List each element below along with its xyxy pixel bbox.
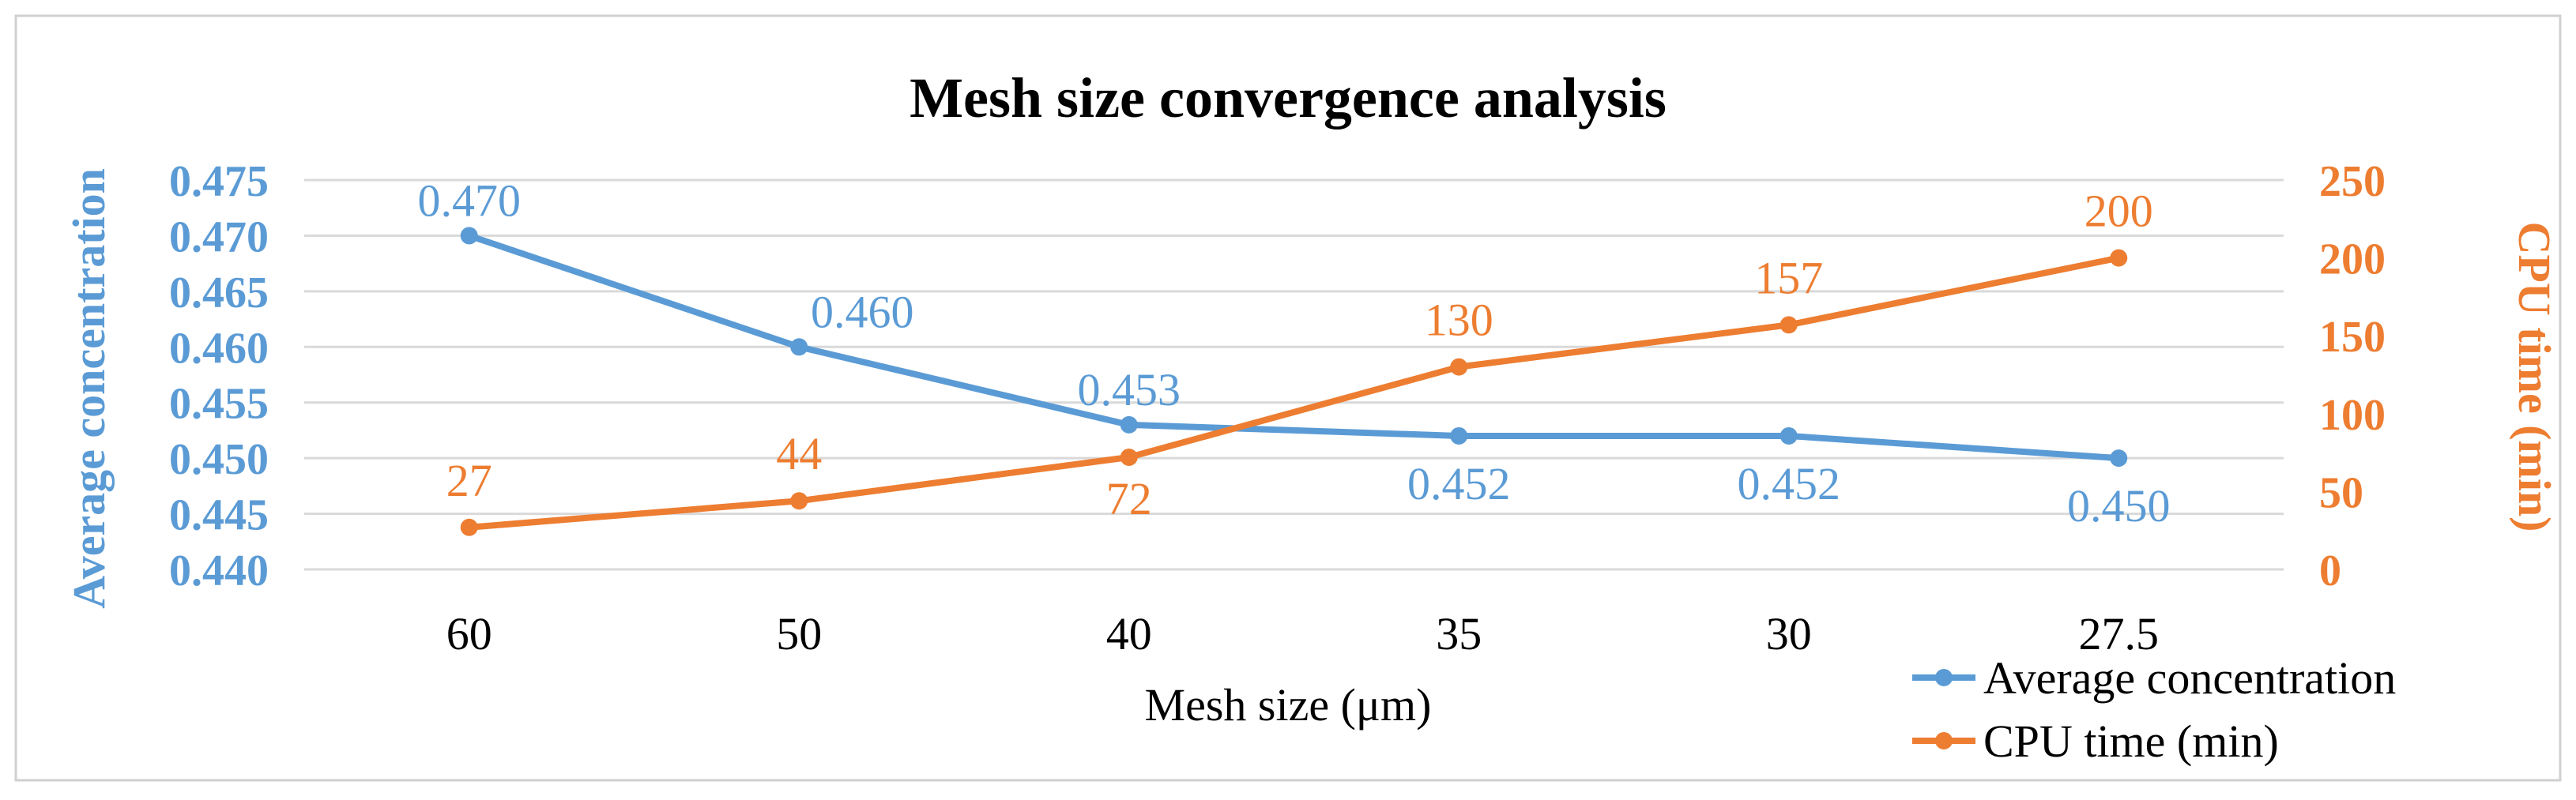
right-axis-label: CPU time (min) [2509,221,2560,531]
legend-item-cpu-time: CPU time (min) [1912,715,2279,767]
data-point-cpu-time-min [1120,449,1138,467]
left-tick-label: 0.455 [169,380,269,429]
data-point-cpu-time-min [1450,358,1468,376]
data-point-average-concentration [2110,449,2128,468]
series-layer [460,227,2128,536]
data-label-cpu-time: 157 [1754,252,1823,303]
right-tick-label: 250 [2319,157,2386,206]
data-labels: 0.470 0.460 0.453 0.452 0.452 0.450 27 44 72 130 1… [418,175,2171,531]
x-tick-label: 50 [776,608,822,659]
data-label-average-concentration: 0.450 [2067,480,2171,531]
data-label-cpu-time: 44 [776,428,822,479]
data-label-average-concentration: 0.452 [1407,458,1511,509]
right-tick-label: 200 [2319,235,2386,284]
legend-item-average-concentration: Average concentration [1912,652,2396,704]
series-line-average-concentration [465,232,2122,462]
data-point-average-concentration [1450,426,1468,445]
data-label-average-concentration: 0.470 [418,175,522,226]
left-tick-label: 0.440 [169,546,269,595]
data-point-cpu-time-min [790,492,808,510]
series-line-cpu-time-min [465,254,2122,531]
left-axis-ticks: 0.440 0.445 0.450 0.455 0.460 0.465 0.470 0.475 [169,157,269,595]
x-tick-label: 30 [1766,608,1812,659]
left-axis-label: Average concentration [63,168,115,609]
chart-border [14,14,2562,782]
data-label-cpu-time: 27 [446,455,492,506]
x-axis-label: Mesh size (μm) [1145,679,1432,731]
right-axis-ticks: 0 50 100 150 200 250 [2319,157,2386,595]
data-point-average-concentration [460,227,478,245]
left-tick-label: 0.465 [169,269,269,317]
x-tick-label: 60 [446,608,492,659]
data-point-average-concentration [1120,415,1138,434]
right-tick-label: 0 [2319,546,2341,595]
legend-marker-cpu-time [1935,732,1953,749]
data-point-cpu-time-min [1779,316,1798,334]
legend: Average concentration CPU time (min) [1912,652,2396,767]
right-tick-label: 100 [2319,391,2386,440]
right-tick-label: 50 [2319,468,2363,517]
x-tick-label: 40 [1106,608,1152,659]
left-tick-label: 0.475 [169,157,269,206]
data-label-cpu-time: 72 [1106,473,1152,524]
right-tick-label: 150 [2319,313,2386,362]
data-point-cpu-time-min [2110,249,2128,267]
left-tick-label: 0.445 [169,491,269,540]
x-tick-label: 27.5 [2079,608,2160,659]
data-point-average-concentration [1779,426,1798,445]
data-label-average-concentration: 0.460 [811,286,914,337]
data-label-average-concentration: 0.452 [1738,458,1841,509]
data-label-cpu-time: 200 [2085,186,2153,237]
x-tick-label: 35 [1436,608,1482,659]
data-label-cpu-time: 130 [1425,295,1493,346]
chart-title: Mesh size convergence analysis [910,66,1666,130]
legend-label-cpu-time: CPU time (min) [1983,715,2279,767]
x-axis-ticks: 60 50 40 35 30 27.5 [446,608,2159,659]
left-tick-label: 0.470 [169,212,269,261]
legend-label-average-concentration: Average concentration [1983,652,2396,704]
legend-marker-average-concentration [1935,669,1953,686]
data-point-cpu-time-min [460,518,478,536]
left-tick-label: 0.460 [169,324,269,373]
data-point-average-concentration [790,338,808,356]
left-tick-label: 0.450 [169,435,269,484]
data-label-average-concentration: 0.453 [1078,364,1181,415]
